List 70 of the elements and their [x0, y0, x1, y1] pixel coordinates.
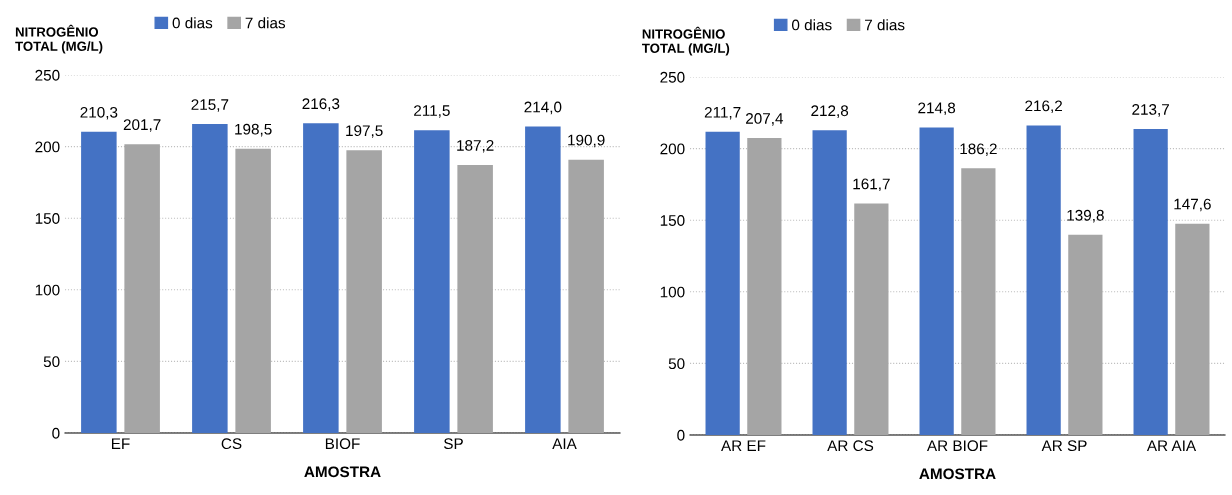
data-label: 207,4	[746, 113, 784, 126]
data-label: 147,6	[1174, 198, 1211, 212]
bar	[457, 164, 493, 433]
y-tick-label: 100	[660, 286, 685, 298]
x-axis-title: AMOSTRA	[919, 468, 996, 480]
bar	[235, 148, 271, 433]
y-axis-title: NITROGÊNIO TOTAL (MG/L)	[15, 24, 103, 54]
bar	[192, 124, 228, 433]
bar	[747, 138, 782, 435]
y-tick-label: 200	[35, 141, 60, 153]
y-tick-label: 50	[43, 356, 60, 368]
y-tick-label: 0	[677, 429, 685, 441]
data-label: 214,8	[918, 102, 956, 116]
bar	[568, 159, 604, 433]
data-label: 215,7	[191, 99, 229, 112]
x-tick-label: BIOF	[325, 438, 360, 450]
bar	[705, 131, 740, 435]
x-tick-label: AR EF	[721, 440, 766, 451]
data-label: 187,2	[457, 139, 494, 153]
bar	[854, 203, 889, 435]
legend-label: 7 dias	[245, 17, 286, 29]
data-label: 212,8	[811, 105, 849, 118]
bar	[812, 130, 847, 435]
data-label: 201,7	[123, 119, 161, 132]
data-label: 190,9	[568, 134, 605, 148]
bar	[1175, 223, 1210, 435]
legend-label: 0 dias	[791, 19, 832, 31]
data-label: 198,5	[235, 123, 272, 137]
x-tick-label: AIA	[552, 438, 577, 449]
bar	[1133, 128, 1168, 435]
y-tick-label: 50	[668, 358, 685, 370]
data-label: 161,7	[853, 178, 890, 192]
bar	[81, 131, 117, 433]
data-label: 139,8	[1067, 209, 1104, 223]
y-tick-label: 0	[52, 427, 60, 439]
y-tick-label: 200	[660, 143, 685, 155]
data-label: 216,2	[1025, 100, 1062, 114]
bar	[919, 127, 954, 435]
x-tick-label: EF	[111, 438, 130, 449]
x-tick-label: CS	[221, 438, 242, 450]
data-label: 210,3	[80, 106, 118, 120]
legend-label: 0 dias	[172, 17, 213, 29]
x-axis-title: AMOSTRA	[304, 466, 381, 478]
y-tick-label: 150	[35, 213, 60, 224]
data-label: 211,5	[414, 105, 450, 118]
x-tick-label: AR AIA	[1146, 440, 1197, 451]
x-tick-label: AR BIOF	[926, 440, 988, 452]
bar	[525, 126, 561, 433]
data-label: 214,0	[524, 101, 562, 115]
bar	[1068, 234, 1103, 435]
y-tick-label: 100	[35, 284, 60, 296]
bar	[303, 123, 339, 433]
bar	[1026, 125, 1061, 435]
x-tick-label: AR CS	[827, 440, 874, 452]
y-tick-label: 150	[660, 215, 685, 226]
data-label: 186,2	[960, 143, 997, 157]
x-tick-label: SP	[444, 438, 463, 450]
y-axis-title: NITROGÊNIO TOTAL (MG/L)	[642, 26, 730, 56]
bar	[414, 130, 450, 433]
bar	[124, 144, 160, 433]
x-tick-label: AR SP	[1041, 440, 1087, 452]
data-label: 211,7	[704, 106, 741, 120]
data-label: 216,3	[302, 98, 340, 111]
legend-label: 7 dias	[865, 19, 905, 31]
bar	[346, 150, 382, 433]
data-label: 197,5	[346, 125, 383, 138]
bar	[961, 168, 996, 435]
y-tick-label: 250	[660, 71, 685, 83]
data-label: 213,7	[1132, 104, 1169, 117]
y-tick-label: 250	[35, 69, 60, 81]
